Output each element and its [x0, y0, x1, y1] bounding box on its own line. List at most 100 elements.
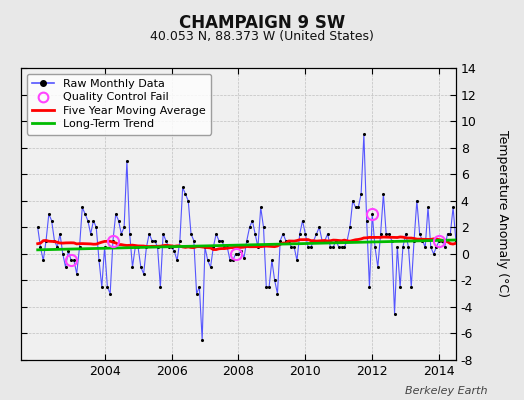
Point: [457, 244, 466, 250]
Point: [290, 244, 298, 250]
Legend: Raw Monthly Data, Quality Control Fail, Five Year Moving Average, Long-Term Tren: Raw Monthly Data, Quality Control Fail, …: [27, 74, 212, 135]
Point: [343, 237, 351, 244]
Point: [86, 231, 95, 237]
Point: [321, 237, 329, 244]
Point: [371, 244, 379, 250]
Point: [248, 218, 257, 224]
Point: [176, 237, 184, 244]
Point: [326, 244, 335, 250]
Point: [223, 244, 232, 250]
Point: [463, 237, 471, 244]
Point: [485, 264, 494, 270]
Point: [438, 237, 446, 244]
Text: CHAMPAIGN 9 SW: CHAMPAIGN 9 SW: [179, 14, 345, 32]
Point: [393, 244, 401, 250]
Point: [139, 270, 148, 277]
Point: [298, 218, 307, 224]
Point: [346, 224, 354, 230]
Point: [329, 244, 337, 250]
Point: [84, 218, 92, 224]
Point: [351, 204, 359, 210]
Point: [502, 244, 510, 250]
Point: [435, 237, 443, 244]
Point: [103, 284, 112, 290]
Point: [413, 198, 421, 204]
Point: [474, 251, 483, 257]
Point: [496, 284, 505, 290]
Point: [181, 191, 190, 197]
Point: [112, 211, 120, 217]
Point: [78, 204, 86, 210]
Point: [64, 248, 72, 254]
Point: [281, 237, 290, 244]
Point: [385, 231, 393, 237]
Point: [165, 244, 173, 250]
Point: [424, 204, 432, 210]
Point: [53, 244, 61, 250]
Point: [432, 244, 441, 250]
Point: [368, 211, 376, 217]
Point: [304, 244, 312, 250]
Point: [505, 251, 513, 257]
Point: [128, 264, 137, 270]
Point: [232, 251, 240, 257]
Point: [203, 257, 212, 264]
Point: [156, 284, 165, 290]
Point: [452, 237, 460, 244]
Point: [240, 254, 248, 261]
Point: [340, 244, 348, 250]
Point: [488, 251, 496, 257]
Point: [449, 204, 457, 210]
Point: [259, 224, 268, 230]
Point: [401, 231, 410, 237]
Point: [109, 237, 117, 244]
Point: [382, 231, 390, 237]
Point: [75, 244, 84, 250]
Point: [212, 231, 220, 237]
Point: [48, 218, 56, 224]
Point: [34, 224, 42, 230]
Point: [483, 244, 491, 250]
Point: [287, 244, 296, 250]
Point: [95, 257, 103, 264]
Point: [293, 257, 301, 264]
Point: [206, 264, 215, 270]
Point: [307, 244, 315, 250]
Point: [190, 237, 198, 244]
Point: [148, 237, 156, 244]
Point: [220, 244, 228, 250]
Point: [318, 237, 326, 244]
Point: [50, 237, 59, 244]
Point: [81, 211, 89, 217]
Point: [226, 257, 234, 264]
Point: [421, 244, 429, 250]
Point: [150, 237, 159, 244]
Point: [59, 251, 67, 257]
Point: [354, 204, 363, 210]
Point: [388, 237, 396, 244]
Point: [67, 257, 75, 264]
Point: [92, 224, 101, 230]
Point: [477, 244, 485, 250]
Point: [117, 231, 126, 237]
Point: [167, 244, 176, 250]
Point: [471, 231, 479, 237]
Point: [56, 231, 64, 237]
Point: [123, 158, 131, 164]
Point: [254, 244, 262, 250]
Point: [262, 284, 270, 290]
Point: [363, 218, 371, 224]
Point: [209, 244, 217, 250]
Point: [39, 257, 48, 264]
Point: [418, 237, 427, 244]
Point: [296, 231, 304, 237]
Point: [390, 310, 399, 317]
Point: [192, 290, 201, 297]
Point: [195, 284, 204, 290]
Point: [173, 257, 181, 264]
Y-axis label: Temperature Anomaly (°C): Temperature Anomaly (°C): [496, 130, 509, 298]
Point: [460, 244, 468, 250]
Point: [251, 231, 259, 237]
Point: [396, 284, 405, 290]
Point: [279, 231, 287, 237]
